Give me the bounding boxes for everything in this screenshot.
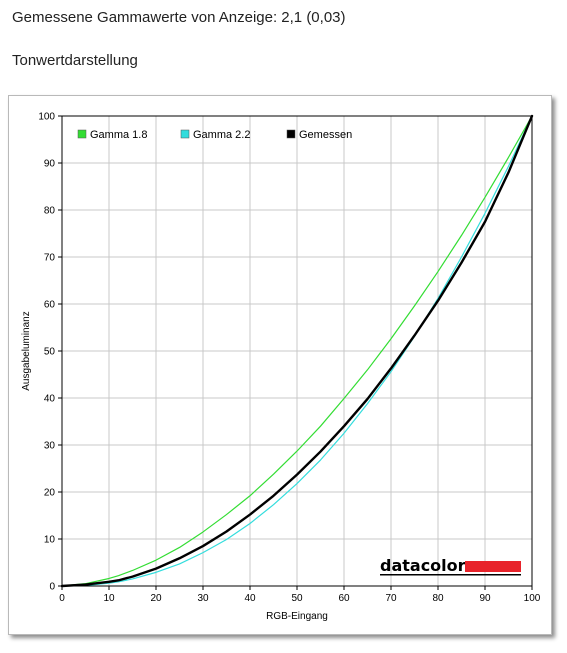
x-tick-label: 30 <box>197 593 209 604</box>
x-tick-label: 50 <box>291 593 303 604</box>
y-tick-label: 20 <box>44 488 56 499</box>
y-tick-label: 10 <box>44 535 56 546</box>
y-tick-label: 40 <box>44 394 56 405</box>
legend-swatch <box>180 129 190 139</box>
grid-lines <box>62 116 532 586</box>
axis-ticks: 0 10 20 30 40 50 60 70 80 90 100 0 10 20 30 40 50 60 70 80 9… <box>38 112 540 605</box>
legend-label: Gamma 1.8 <box>90 129 147 141</box>
y-axis-label: Ausgabeluminanz <box>21 311 32 391</box>
y-tick-label: 100 <box>38 112 55 123</box>
y-tick-label: 30 <box>44 441 56 452</box>
logo-accent-bar <box>465 561 521 572</box>
x-tick-label: 80 <box>432 593 444 604</box>
series-line-gemessen <box>60 114 534 588</box>
y-tick-label: 60 <box>44 300 56 311</box>
legend-label: Gamma 2.2 <box>193 129 250 141</box>
x-tick-label: 10 <box>103 593 115 604</box>
x-tick-label: 100 <box>524 593 541 604</box>
y-tick-label: 70 <box>44 253 56 264</box>
legend: Gamma 1.8 Gamma 2.2 Gemessen <box>77 129 352 141</box>
legend-label: Gemessen <box>299 129 352 141</box>
x-axis-label: RGB-Eingang <box>266 611 328 622</box>
section-title: Tonwertdarstellung <box>12 52 138 69</box>
x-tick-label: 40 <box>244 593 256 604</box>
logo-underline <box>380 574 521 576</box>
x-tick-label: 20 <box>150 593 162 604</box>
series-line-gamma-1-8 <box>61 115 533 587</box>
chart-frame: 0 10 20 30 40 50 60 70 80 90 100 0 10 20 30 40 50 60 70 80 9… <box>8 95 552 635</box>
x-tick-label: 90 <box>479 593 491 604</box>
x-tick-label: 0 <box>59 593 65 604</box>
legend-swatch <box>77 129 87 139</box>
logo-wordmark: datacolor <box>380 556 466 575</box>
y-tick-label: 90 <box>44 159 56 170</box>
legend-swatch <box>286 129 296 139</box>
x-tick-label: 70 <box>385 593 397 604</box>
page-heading: Gemessene Gammawerte von Anzeige: 2,1 (0… <box>12 9 346 26</box>
gamma-chart: 0 10 20 30 40 50 60 70 80 90 100 0 10 20 30 40 50 60 70 80 9… <box>21 112 541 623</box>
x-tick-label: 60 <box>338 593 350 604</box>
series-lines <box>60 114 534 588</box>
datacolor-logo: datacolor <box>380 556 521 576</box>
series-line-gamma-2-2 <box>61 115 533 587</box>
y-tick-label: 50 <box>44 347 56 358</box>
y-tick-label: 0 <box>49 582 55 593</box>
y-tick-label: 80 <box>44 206 56 217</box>
